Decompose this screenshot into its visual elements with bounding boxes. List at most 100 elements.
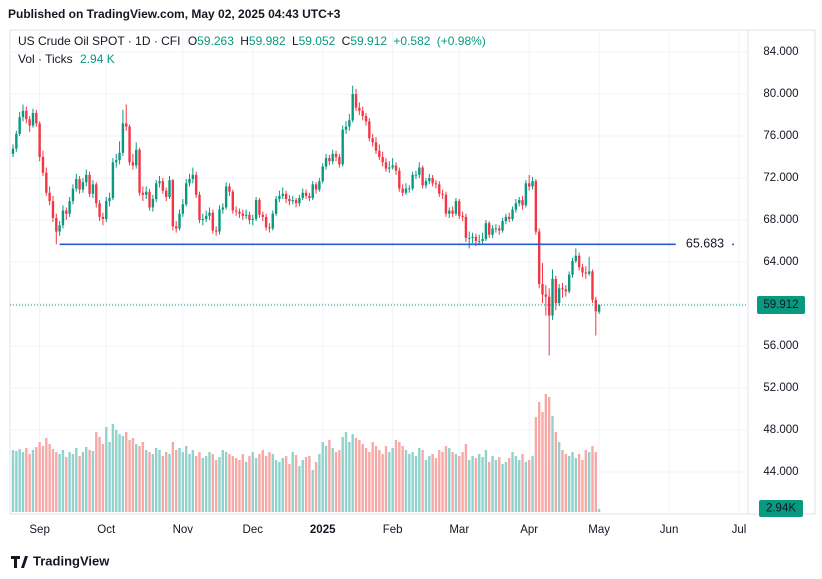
volume-bar (341, 437, 344, 512)
logo-text: TradingView (33, 553, 110, 568)
candle-body (128, 126, 131, 163)
candle-body (501, 221, 504, 231)
candle-body (374, 142, 378, 151)
candle-body (368, 121, 371, 139)
x-tick-label: Dec (243, 524, 264, 536)
volume-bar (81, 452, 85, 512)
y-tick-label: 44.000 (763, 466, 798, 478)
volume-bar (161, 456, 165, 512)
candle-body (25, 110, 28, 120)
candle-body (18, 117, 21, 134)
ohlc-value: 59.052 (299, 34, 336, 48)
volume-bar (484, 450, 488, 512)
candle-body (587, 271, 591, 274)
volume-bar (368, 452, 371, 512)
volume-bar (418, 448, 421, 512)
x-tick-label: Sep (29, 524, 49, 536)
volume-bar (378, 450, 381, 512)
candle-body (304, 192, 308, 196)
candle-body (371, 138, 374, 143)
x-tick-label: Jul (732, 524, 747, 536)
candle-body (101, 216, 105, 219)
candles (11, 85, 601, 356)
candle-body (181, 204, 185, 214)
change: +0.582 (393, 34, 430, 48)
volume-bar (28, 454, 31, 512)
candle-body (251, 218, 254, 221)
volume-bar (398, 442, 401, 512)
last-price-badge (757, 295, 805, 314)
volume-bar (391, 448, 394, 512)
volume-bar (168, 454, 171, 512)
logo-icon (11, 556, 28, 568)
candle-body (164, 190, 168, 197)
volume-bar (591, 446, 594, 512)
volume-badge-label: 2.94K (766, 503, 796, 515)
candle-body (594, 299, 598, 312)
y-tick-label: 72.000 (763, 172, 798, 184)
candle-body (141, 192, 145, 195)
volume-bar (108, 442, 111, 512)
candle-body (451, 210, 454, 214)
x-tick-label: Feb (383, 524, 403, 536)
volume-bar (55, 452, 58, 512)
volume-bar (351, 434, 354, 512)
candle-body (148, 191, 151, 208)
volume-legend: Vol · Ticks 2.94 K (18, 52, 115, 66)
volume-bar (521, 454, 524, 512)
volume-bar (291, 452, 294, 512)
candle-body (534, 181, 538, 232)
candle-body (484, 223, 488, 239)
volume-bar (571, 452, 574, 512)
candle-body (15, 133, 18, 149)
candle-body (28, 119, 31, 126)
candle-body (125, 123, 128, 127)
candle-body (574, 255, 578, 261)
candle-body (105, 201, 108, 219)
candle-body (234, 210, 238, 212)
volume-bar (281, 458, 284, 512)
volume-bar (508, 458, 511, 512)
grid (10, 30, 748, 514)
candle-body (301, 192, 304, 198)
volume-bar (324, 446, 328, 512)
candle-body (498, 228, 501, 231)
volume-bar (254, 458, 258, 512)
candle-body (518, 200, 521, 204)
volume-bar (564, 454, 568, 512)
candle-body (231, 191, 234, 211)
volume-bar (414, 456, 418, 512)
candle-body (321, 166, 324, 182)
volume-bar (388, 452, 391, 512)
candle-body (597, 304, 601, 312)
candle-body (201, 218, 205, 221)
volume-bar (338, 450, 341, 512)
candle-body (151, 199, 155, 208)
volume-bar (244, 462, 248, 512)
candle-body (45, 172, 48, 193)
candle-body (58, 225, 61, 232)
volume-bar (491, 456, 494, 512)
volume-bar (544, 394, 548, 512)
volume-bar (518, 460, 521, 512)
volume-bar (401, 446, 404, 512)
candle-body (48, 192, 51, 202)
volume-bar (75, 448, 78, 512)
candle-body (281, 193, 284, 196)
volume-bar (221, 450, 225, 512)
volume-bar (118, 434, 121, 512)
candle-body (284, 193, 288, 200)
volume-bar (278, 462, 281, 512)
volume-bar (128, 440, 131, 512)
volume-bar (198, 452, 201, 512)
volume-title: Vol · Ticks (18, 52, 73, 66)
volume-bar (328, 440, 331, 512)
volume-bar (574, 458, 578, 512)
volume-bar (451, 452, 454, 512)
volume-bar (145, 450, 148, 512)
y-tick-label: 48.000 (763, 424, 798, 436)
candle-body (65, 210, 68, 214)
volume-bar (25, 448, 28, 512)
volume-bar (268, 452, 271, 512)
volume-bar (354, 438, 358, 512)
